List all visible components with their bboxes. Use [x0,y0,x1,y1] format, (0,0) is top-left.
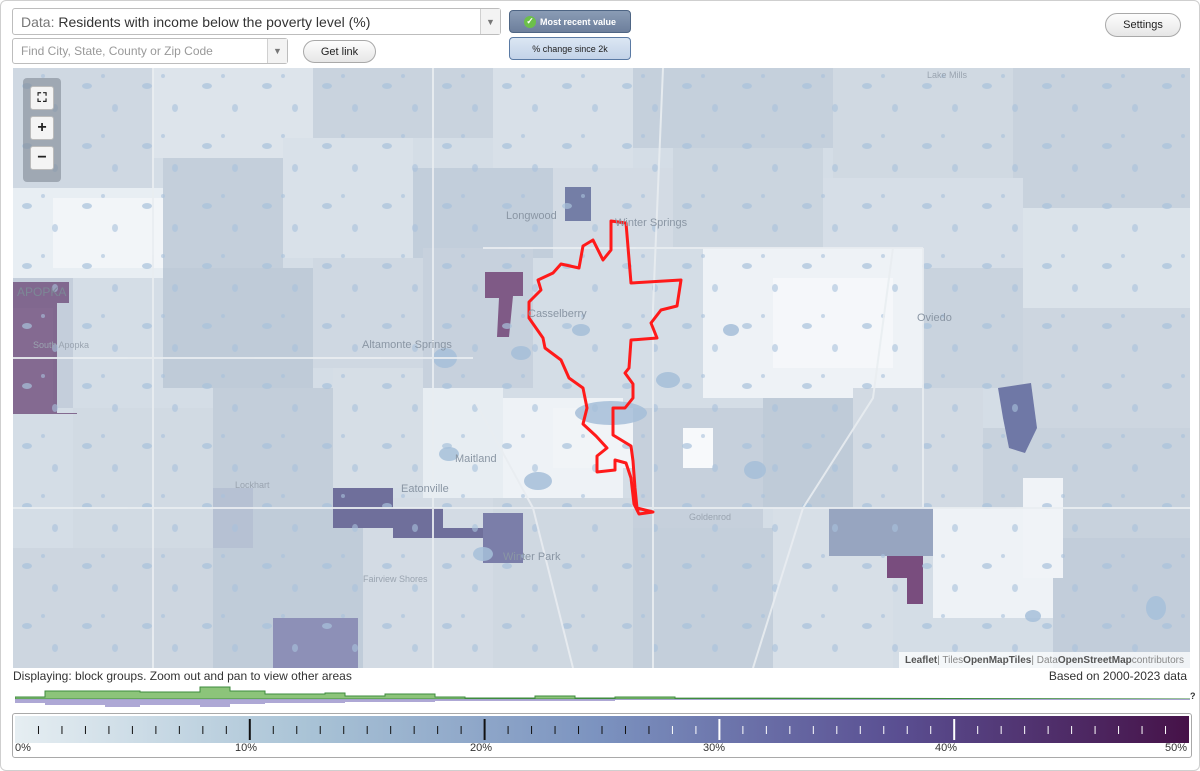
display-level-note: Displaying: block groups. Zoom out and p… [13,669,352,683]
attrib-sep-2: | Data [1031,654,1058,666]
legend-gradient-bar [15,716,1189,743]
zoom-control: ⛶ + − [23,78,61,182]
search-placeholder: Find City, State, County or Zip Code [21,44,213,58]
data-select-prefix: Data: [21,13,55,30]
leaflet-link[interactable]: Leaflet [905,654,938,666]
map-attribution: Leaflet | Tiles OpenMapTiles | Data Open… [899,652,1190,668]
legend-label-10: 10% [235,742,258,754]
value-histogram [15,686,1190,707]
place-label-apopka: APOPKA [17,285,67,299]
attrib-sep-1: | Tiles [937,654,964,666]
openstreetmap-link[interactable]: OpenStreetMap [1057,654,1132,666]
checkmark-icon: ✓ [523,15,536,28]
zoom-out-button[interactable]: − [30,146,54,170]
place-label-lake-mills: Lake Mills [927,70,968,80]
most-recent-value-label: Most recent value [539,16,617,27]
legend-label-40: 40% [935,742,958,754]
place-label-altamonte-springs: Altamonte Springs [362,339,452,351]
legend-label-0: 0% [15,742,31,754]
legend-label-20: 20% [470,742,493,754]
place-label-south-apopka: South Apopka [33,340,90,350]
place-label-casselberry: Casselberry [528,308,587,320]
location-search-input[interactable]: Find City, State, County or Zip Code ▼ [12,38,288,64]
get-link-button[interactable]: Get link [303,40,376,63]
fit-bounds-icon[interactable]: ⛶ [30,86,54,110]
lakes [433,324,1166,622]
place-label-fairview-shores: Fairview Shores [363,574,428,584]
chevron-down-icon[interactable]: ▼ [267,39,287,63]
histogram-unknown-label: ? [1190,691,1196,701]
histogram-recent-series [15,686,1190,700]
settings-button[interactable]: Settings [1105,13,1181,37]
data-select-value: Residents with income below the poverty … [58,13,371,30]
place-label-eatonville: Eatonville [401,483,449,495]
place-label-goldenrod: Goldenrod [689,512,732,522]
place-label-longwood: Longwood [506,210,557,222]
choropleth-map[interactable]: APOPKA South Apopka Longwood Winter Spri… [13,68,1190,668]
data-years-note: Based on 2000-2023 data [1048,669,1187,683]
data-variable-select[interactable]: Data: Residents with income below the po… [12,8,501,35]
histogram-change-series [15,699,1190,707]
most-recent-value-toggle[interactable]: ✓ Most recent value [509,10,631,33]
zoom-in-button[interactable]: + [30,116,54,140]
roads [13,68,1190,668]
place-label-maitland: Maitland [455,453,497,465]
place-label-winter-springs: Winter Springs [615,217,688,229]
chevron-down-icon[interactable]: ▼ [480,9,500,34]
attrib-tail: contributors [1131,654,1184,666]
place-label-lockhart: Lockhart [235,480,270,490]
place-label-winter-park: Winter Park [503,551,561,563]
place-label-oviedo: Oviedo [917,312,952,324]
legend-label-30: 30% [703,742,726,754]
percent-change-toggle[interactable]: % change since 2k [509,37,631,60]
legend-label-50: 50% [1165,742,1188,754]
openmaptiles-link[interactable]: OpenMapTiles [963,654,1032,666]
color-legend: 0% 10% 20% 30% 40% 50% [12,713,1192,758]
selected-area-outline [527,219,683,516]
map-layer [13,68,1190,668]
